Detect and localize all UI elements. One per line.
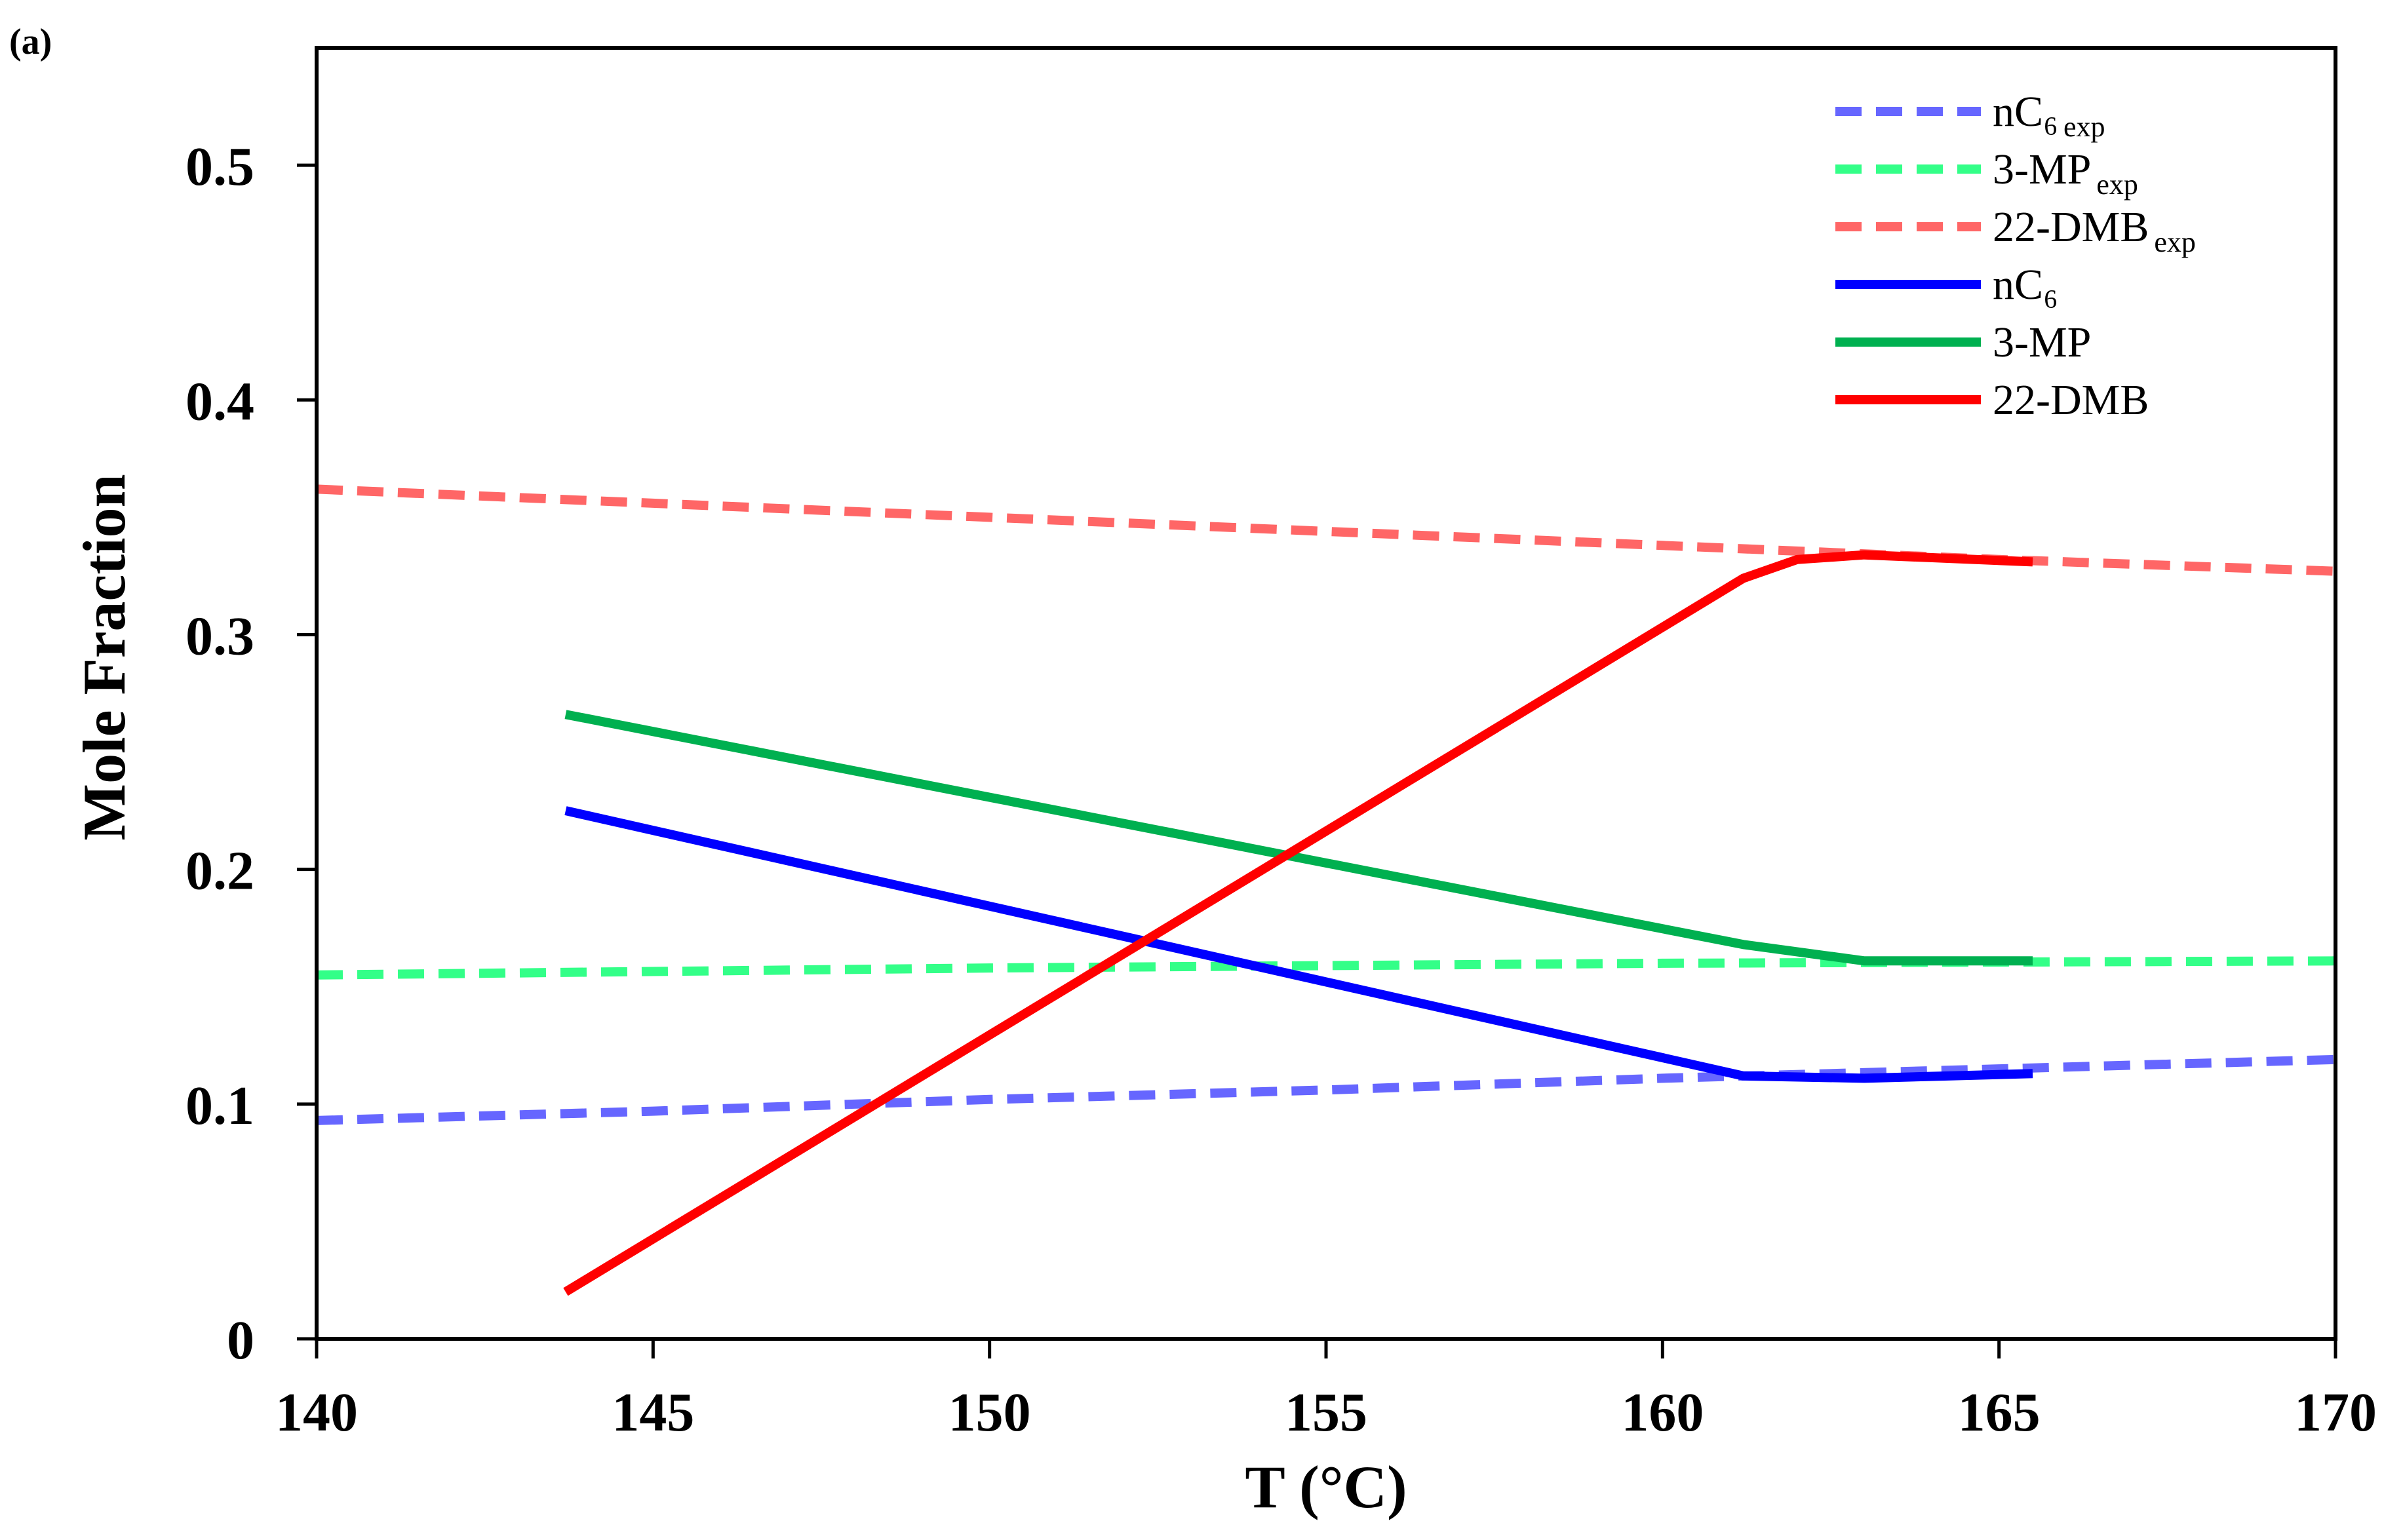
y-tick-label: 0.3 — [186, 606, 254, 666]
legend-label: 22-DMB exp — [1993, 203, 2196, 258]
y-axis-title: Mole Fraction — [71, 474, 138, 840]
series-line-3mp-model — [564, 710, 2033, 966]
x-tick-label: 140 — [275, 1382, 358, 1443]
y-tick-label: 0.1 — [186, 1075, 254, 1136]
x-tick-label: 165 — [1958, 1382, 2041, 1443]
legend-label: nC₆ exp — [1993, 88, 2105, 143]
panel-label: (a) — [9, 22, 52, 62]
series-line-22dmb-model — [563, 550, 2033, 1296]
legend-label: nC₆ — [1993, 261, 2058, 309]
y-tick-label: 0.5 — [186, 136, 254, 197]
legend-label: 3-MP — [1993, 318, 2091, 366]
legend-label: 22-DMB — [1993, 376, 2149, 424]
x-tick-label: 160 — [1621, 1382, 1704, 1443]
x-tick-label: 170 — [2294, 1382, 2377, 1443]
x-axis-ticks: 140 145 150 155 160 165 170 — [275, 1339, 2377, 1443]
y-tick-label: 0 — [227, 1310, 254, 1371]
series-line-nc-model — [564, 806, 2033, 1083]
y-tick-label: 0.4 — [186, 371, 254, 432]
x-tick-label: 155 — [1285, 1382, 1367, 1443]
x-axis-title: T (°C) — [1245, 1453, 1407, 1520]
series-line-nc-exp — [316, 1054, 2336, 1125]
legend-label: 3-MP exp — [1993, 145, 2138, 201]
y-tick-label: 0.2 — [186, 841, 254, 902]
x-tick-label: 150 — [948, 1382, 1031, 1443]
series-layer — [316, 484, 2336, 1296]
x-tick-label: 145 — [612, 1382, 694, 1443]
y-axis-ticks: 0 0.1 0.2 0.3 0.4 0.5 — [186, 136, 317, 1371]
